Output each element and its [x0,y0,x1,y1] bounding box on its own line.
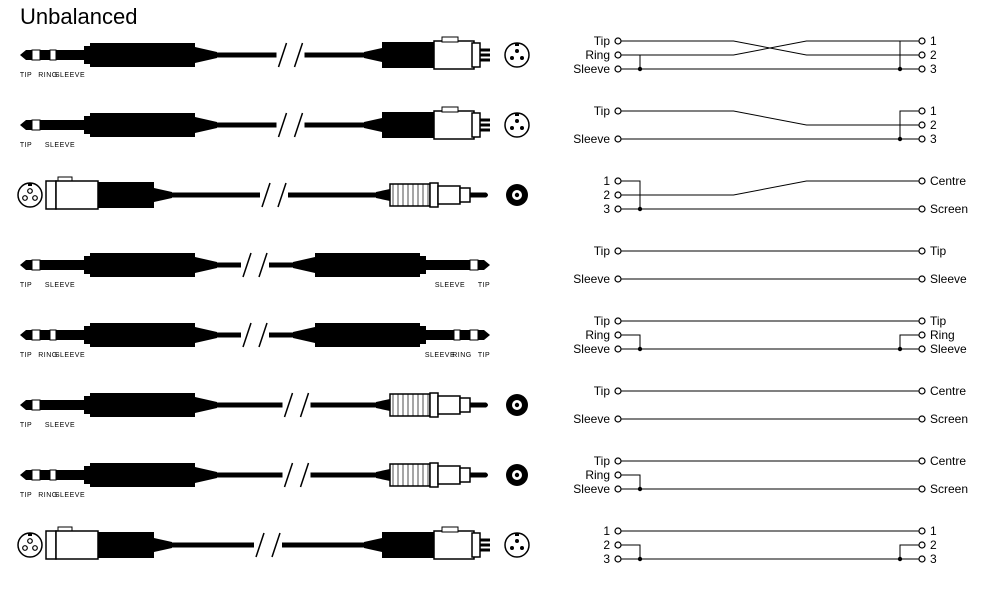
wire-label-right: 1 [930,104,937,118]
wire-label-right: 1 [930,524,937,538]
connector-left: TIP SLEEVE [20,113,217,149]
pin-label: SLEEVE [435,282,465,289]
wire-label-left: Sleeve [573,62,610,76]
wire-label-left: Ring [585,468,610,482]
wiring-diagram: TipRingSleeve Centre Screen [573,454,968,496]
connector-left [46,177,172,209]
connector-right [364,527,490,559]
wire-label-right: Sleeve [930,272,967,286]
connector-right [376,393,488,417]
connector-face-right [505,113,529,137]
connector-face-left [18,183,42,207]
wire-label-left: Ring [585,48,610,62]
connector-left: TIPRINGSLEEVE [20,323,217,359]
pin-label: TIP [20,282,32,289]
wire-label-right: Screen [930,202,968,216]
page-title: Unbalanced [20,4,137,29]
wire-label-right: Centre [930,454,966,468]
pin-label: TIP [20,352,32,359]
wire-label-right: 3 [930,132,937,146]
pin-label: SLEEVE [55,492,85,499]
connector-left: TIP SLEEVE [20,393,217,429]
wire-label-left: 3 [603,202,610,216]
pin-label: TIP [478,282,490,289]
wire-label-left: Tip [594,244,611,258]
connector-right [364,37,490,69]
connector-right [293,323,490,347]
wiring-diagram: Tip Sleeve 123 [573,104,937,146]
wire-label-right: 3 [930,552,937,566]
wire-label-left: Sleeve [573,132,610,146]
pin-label: SLEEVE [45,142,75,149]
wire-label-left: 2 [603,188,610,202]
wire-label-right: 1 [930,34,937,48]
wiring-diagram: TipRingSleeveTipRingSleeve [573,314,967,356]
pin-label: TIP [20,72,32,79]
wire-label-left: 3 [603,552,610,566]
wiring-diagram: Tip Sleeve Tip Sleeve [573,244,967,286]
wire-label-right: Tip [930,244,947,258]
wire-label-right: Centre [930,174,966,188]
wire-label-left: Tip [594,314,611,328]
wire-label-right: 2 [930,538,937,552]
wire-label-left: Sleeve [573,412,610,426]
pin-label: TIP [20,142,32,149]
wire-label-left: Ring [585,328,610,342]
cable-row: TIP SLEEVE [20,393,528,429]
wire-label-left: Sleeve [573,342,610,356]
wire-label-left: Tip [594,384,611,398]
connector-face-right [505,533,529,557]
connector-left: TIP SLEEVE [20,253,217,289]
connector-right [293,253,490,277]
wire-label-right: Tip [930,314,947,328]
connector-face-right [505,43,529,67]
connector-face-left [18,533,42,557]
wire-label-right: Screen [930,412,968,426]
wire-label-right: Ring [930,328,955,342]
pin-label: SLEEVE [45,282,75,289]
connector-face-right [506,394,528,416]
pin-label: SLEEVE [55,352,85,359]
cable-row: TIP SLEEVE [20,107,529,149]
connector-left: TIPRINGSLEEVE [20,463,217,499]
wire-label-left: Tip [594,454,611,468]
wire-label-right: 3 [930,62,937,76]
wire-label-right: 2 [930,48,937,62]
connector-right [376,463,488,487]
pin-label: SLEEVE [45,422,75,429]
cable-row [18,177,528,209]
connector-left: TIPRINGSLEEVE [20,43,217,79]
wire-label-left: Sleeve [573,272,610,286]
wiring-diagram: TipRingSleeve 123 [573,34,937,76]
cable-row: TIPRINGSLEEVESLEEVERINGTIP [20,323,490,359]
cable-row [18,527,529,559]
wire-label-left: Tip [594,34,611,48]
pin-label: RING [452,352,472,359]
connector-face-right [506,184,528,206]
pin-label: SLEEVE [425,352,455,359]
pin-label: SLEEVE [55,72,85,79]
pin-label: TIP [20,492,32,499]
wiring-diagram: 123123 [603,524,937,566]
connector-face-right [506,464,528,486]
cable-row: TIP SLEEVE SLEEVE TIP [20,253,490,289]
wire-label-left: 1 [603,174,610,188]
pin-label: TIP [20,422,32,429]
wire-label-right: Centre [930,384,966,398]
connector-left [46,527,172,559]
wiring-diagram: 123 Centre Screen [603,174,968,216]
connector-right [364,107,490,139]
cable-row: TIPRINGSLEEVE [20,463,528,499]
wiring-diagram: Tip Sleeve Centre Screen [573,384,968,426]
wire-label-left: 2 [603,538,610,552]
wire-label-right: Sleeve [930,342,967,356]
wire-label-left: Sleeve [573,482,610,496]
wire-label-right: 2 [930,118,937,132]
wire-label-left: Tip [594,104,611,118]
wire-label-right: Screen [930,482,968,496]
connector-right [376,183,488,207]
pin-label: TIP [478,352,490,359]
cable-row: TIPRINGSLEEVE [20,37,529,79]
wire-label-left: 1 [603,524,610,538]
